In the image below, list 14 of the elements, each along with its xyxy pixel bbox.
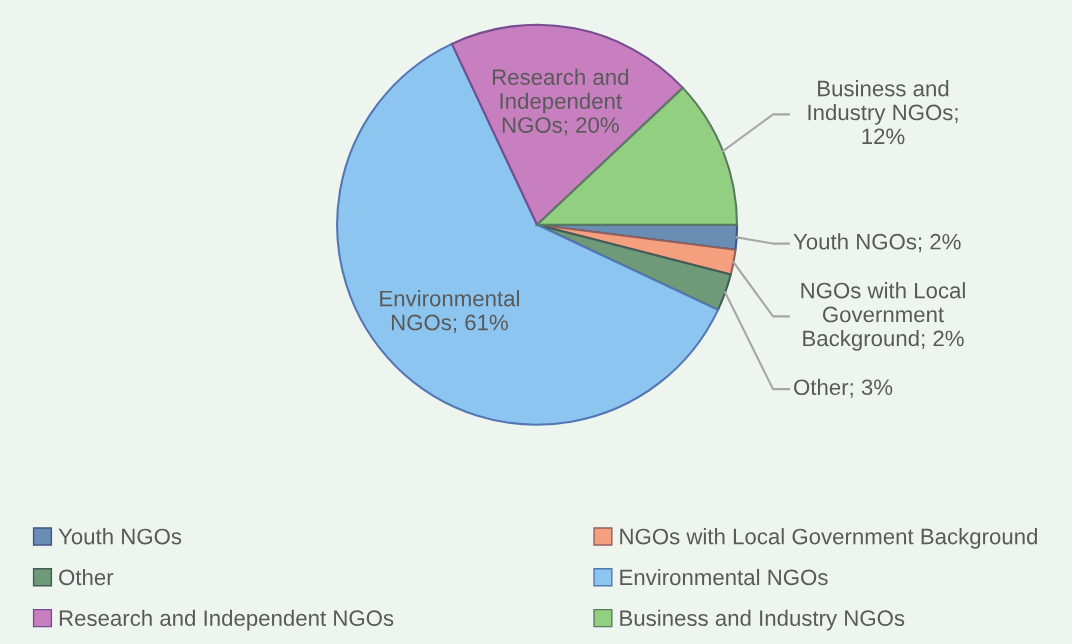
legend-label: Youth NGOs <box>58 528 182 545</box>
data-label: Business and Industry NGOs; 12% <box>808 80 958 145</box>
legend-label: Other <box>59 568 114 586</box>
legend-label: Research and Independent NGOs <box>59 609 394 631</box>
pie-slice <box>450 23 684 226</box>
legend-label: NGOs with Local Government Background <box>620 528 1037 549</box>
pie-slice <box>336 42 720 426</box>
legend-label: Environmental NGOs <box>620 568 828 586</box>
data-label: Youth NGOs; 2% <box>793 233 961 253</box>
data-label: NGOs with Local Government Background; 2% <box>801 282 965 351</box>
data-label: Environmental NGOs; 61% <box>380 290 519 333</box>
legend-label: Business and Industry NGOs <box>620 609 905 631</box>
data-label: Research and Independent NGOs; 20% <box>492 68 629 136</box>
data-label: Other; 3% <box>794 378 893 398</box>
